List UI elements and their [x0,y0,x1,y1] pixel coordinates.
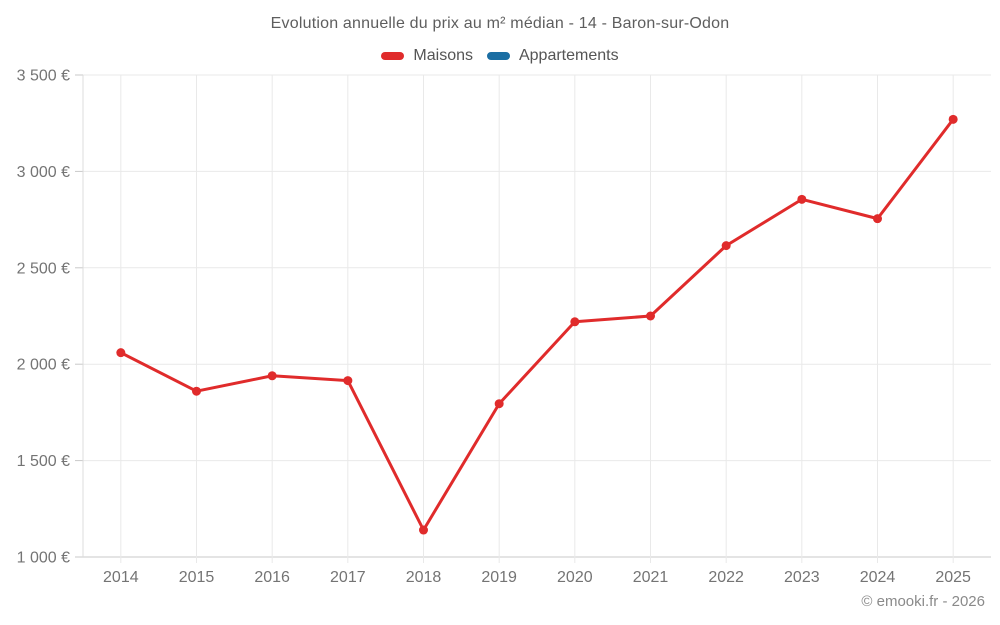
data-point [797,194,807,204]
x-axis-label: 2024 [860,569,896,586]
y-axis-label: 3 500 € [17,68,70,85]
legend-label: Maisons [413,47,473,64]
legend-item-maisons[interactable]: Maisons [381,47,473,65]
data-point [116,348,126,358]
x-axis-label: 2021 [633,569,669,586]
x-axis-label: 2014 [103,569,139,586]
data-point [948,114,958,124]
data-point [419,525,428,535]
series-line-maisons [119,117,955,532]
legend: Maisons Appartements [0,47,1000,65]
legend-swatch-appartements [486,52,510,60]
x-axis-label: 2015 [179,569,215,586]
data-point [646,311,655,321]
copyright: © emooki.fr - 2026 [861,593,985,610]
x-axis-label: 2019 [481,569,517,586]
legend-label: Appartements [518,47,619,64]
x-axis-label: 2023 [784,569,820,586]
x-axis-label: 2016 [254,569,290,586]
y-axis-label: 3 000 € [17,164,70,181]
data-point [343,376,353,386]
x-axis-label: 2025 [935,569,971,586]
x-axis-label: 2022 [708,569,744,586]
legend-swatch-maisons [381,52,405,60]
data-point [721,241,731,251]
data-point [267,371,277,381]
x-axis-label: 2020 [557,569,593,586]
legend-item-appartements[interactable]: Appartements [486,47,619,65]
data-point [873,214,882,224]
y-axis-label: 1 500 € [17,453,70,470]
data-point [494,399,504,409]
x-axis-label: 2018 [406,569,442,586]
y-axis-label: 2 000 € [17,357,70,374]
y-axis-label: 1 000 € [17,550,70,567]
chart-title: Evolution annuelle du prix au m² médian … [270,15,730,32]
data-point [192,386,201,396]
x-axis-label: 2017 [330,569,366,586]
data-point [570,317,580,327]
y-axis-label: 2 500 € [17,260,70,277]
